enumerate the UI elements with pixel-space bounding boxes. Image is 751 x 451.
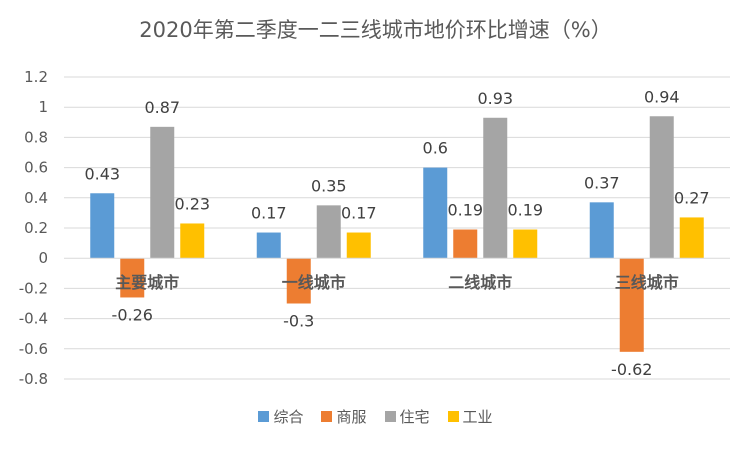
bar-2-4 xyxy=(346,232,371,259)
gridlines xyxy=(64,76,730,380)
y-tick-label: 0.2 xyxy=(24,219,48,237)
y-tick-label: -0.4 xyxy=(19,310,48,328)
data-label: 0.35 xyxy=(311,176,347,195)
data-label: 0.6 xyxy=(423,139,448,158)
y-tick-label: 1.2 xyxy=(24,68,48,86)
data-label: 0.93 xyxy=(477,89,513,108)
bar-4-2 xyxy=(619,258,644,352)
bar-4-3 xyxy=(649,116,674,259)
category-labels: 主要城市 一线城市 二线城市 三线城市 xyxy=(115,273,679,292)
data-label: 0.19 xyxy=(507,201,543,220)
data-label: -0.3 xyxy=(283,312,314,331)
data-label: 0.19 xyxy=(447,201,483,220)
legend-item: 工业 xyxy=(447,406,493,427)
bar-1-4 xyxy=(180,223,205,259)
data-label: 0.17 xyxy=(251,204,287,223)
data-label: 0.87 xyxy=(144,98,180,117)
bars xyxy=(90,116,704,352)
data-label: 0.37 xyxy=(584,173,620,192)
legend-label: 综合 xyxy=(273,408,304,426)
legend-item: 商服 xyxy=(321,406,367,427)
category-label: 三线城市 xyxy=(615,273,679,292)
bar-4-1 xyxy=(589,202,614,259)
bar-3-3 xyxy=(483,117,508,259)
legend-label: 工业 xyxy=(462,408,493,426)
legend-swatch xyxy=(258,411,270,422)
chart-title: 2020年第二季度一二三线城市地价环比增速（%） xyxy=(139,18,612,42)
legend-item: 住宅 xyxy=(384,406,430,427)
y-tick-label: -0.8 xyxy=(19,370,48,388)
legend-label: 商服 xyxy=(336,408,367,426)
data-label: 0.43 xyxy=(84,164,120,183)
y-tick-label: -0.6 xyxy=(19,340,48,358)
bar-1-1 xyxy=(90,193,115,259)
data-label: 0.23 xyxy=(174,194,210,213)
category-label: 二线城市 xyxy=(448,273,512,292)
data-label: -0.62 xyxy=(611,360,652,379)
legend-item: 综合 xyxy=(258,406,303,427)
bar-2-1 xyxy=(256,232,281,259)
y-tick-label: 0 xyxy=(38,249,48,267)
category-label: 一线城市 xyxy=(282,273,346,292)
bar-3-2 xyxy=(453,229,478,259)
category-label: 主要城市 xyxy=(115,273,179,292)
y-tick-label: -0.2 xyxy=(19,279,48,297)
bar-2-3 xyxy=(316,205,341,259)
bar-2-2 xyxy=(286,258,311,304)
data-label: 0.17 xyxy=(341,204,377,223)
legend-label: 住宅 xyxy=(399,408,430,426)
data-label: 0.27 xyxy=(674,188,710,207)
legend: 综合 商服 住宅 工业 xyxy=(0,406,751,427)
bar-3-4 xyxy=(513,229,538,259)
data-label: 0.94 xyxy=(644,87,680,106)
bar-3-1 xyxy=(423,167,448,259)
y-tick-label: 0.4 xyxy=(24,189,48,207)
legend-swatch xyxy=(384,411,396,422)
data-labels: 0.43 -0.26 0.87 0.23 0.17 -0.3 0.35 0.17 0.6 0.19… xyxy=(84,87,709,379)
legend-swatch xyxy=(321,411,333,422)
bar-4-4 xyxy=(679,217,704,259)
legend-swatch xyxy=(447,411,459,422)
y-axis-ticks: -0.8 -0.6 -0.4 -0.2 0 0.2 0.4 0.6 0.8 1 1.2 xyxy=(19,68,48,388)
bar-1-2 xyxy=(120,258,145,298)
y-tick-label: 0.8 xyxy=(24,128,48,146)
y-tick-label: 1 xyxy=(38,98,48,116)
data-label: -0.26 xyxy=(112,305,153,324)
bar-1-3 xyxy=(150,126,175,259)
y-tick-label: 0.6 xyxy=(24,159,48,177)
